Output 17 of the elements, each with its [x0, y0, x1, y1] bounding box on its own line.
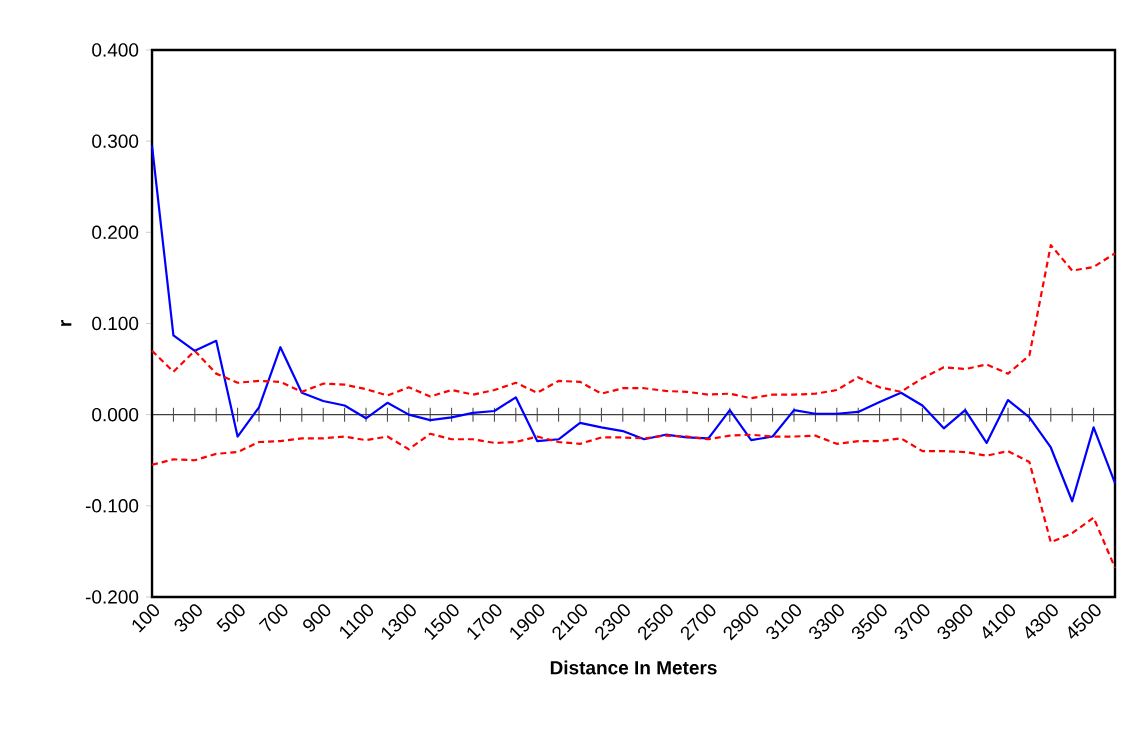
- line-series: [150, 243, 1117, 400]
- y-axis-title: r: [61, 320, 72, 326]
- x-axis-title: Distance In Meters: [550, 660, 717, 675]
- y-tick-label: 0.200: [92, 225, 139, 240]
- line-series: [150, 144, 1117, 503]
- y-tick-label: 0.400: [92, 43, 139, 57]
- y-tick-label: 0.000: [92, 407, 139, 422]
- y-tick-label: -0.100: [85, 499, 139, 513]
- x-tick-label: 100: [132, 604, 160, 633]
- y-tick-label: -0.200: [85, 590, 139, 604]
- y-tick-label: 0.300: [92, 134, 139, 148]
- x-tick-label: 700: [258, 604, 288, 632]
- x-tick-label: 500: [216, 604, 245, 632]
- x-tick-label: 900: [303, 604, 331, 632]
- line-series: [150, 432, 1117, 569]
- y-tick-label: 0.100: [92, 316, 139, 331]
- x-tick-label: 300: [174, 604, 202, 632]
